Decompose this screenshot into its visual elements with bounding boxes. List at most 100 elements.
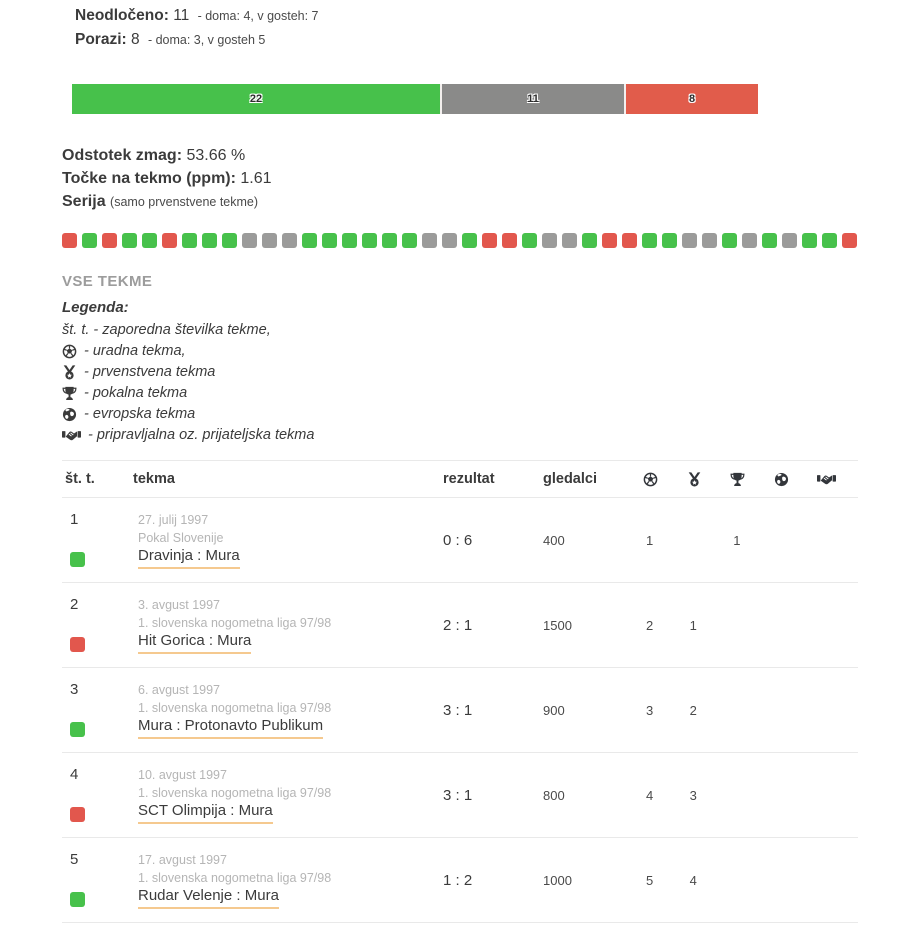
streak-square-draw xyxy=(682,233,697,248)
match-attendance: 1000 xyxy=(543,872,572,888)
legend-title: Legenda: xyxy=(62,299,129,316)
match-date: 3. avgust 1997 xyxy=(138,598,221,612)
streak-square-win xyxy=(582,233,597,248)
bar-segment-value: 11 xyxy=(527,93,539,105)
results-stacked-bar: 22 11 8 xyxy=(72,84,758,114)
losses-detail: - doma: 3, v gosteh 5 xyxy=(147,33,266,47)
count-trophy xyxy=(727,681,771,739)
match-info-cell: 3. avgust 1997 1. slovenska nogometna lig… xyxy=(130,596,440,654)
losses-summary-line: Porazi: 8 - doma: 3, v gosteh 5 xyxy=(75,28,858,52)
match-number-cell: 1 xyxy=(62,511,130,569)
match-attendance: 900 xyxy=(543,702,565,718)
match-competition: 1. slovenska nogometna liga 97/98 xyxy=(138,871,332,885)
serija-label: Serija xyxy=(62,193,106,210)
count-globe xyxy=(771,596,815,654)
match-competition: 1. slovenska nogometna liga 97/98 xyxy=(138,701,332,715)
match-info-cell: 27. julij 1997 Pokal Slovenije Dravinja : … xyxy=(130,511,440,569)
count-handshake xyxy=(814,766,858,824)
streak-square-win xyxy=(802,233,817,248)
count-trophy: 1 xyxy=(733,532,741,548)
medal-icon xyxy=(62,365,79,381)
streak-square-win xyxy=(122,233,137,248)
streak-square-win xyxy=(462,233,477,248)
legend-item-text: - pripravljalna oz. prijateljska tekma xyxy=(88,427,315,443)
count-medal xyxy=(684,511,728,569)
streak-square-draw xyxy=(282,233,297,248)
count-soccer-ball: 1 xyxy=(646,532,654,548)
match-teams-link[interactable]: Dravinja : Mura xyxy=(138,547,240,569)
results-summary: Neodločeno: 11 - doma: 4, v gosteh: 7 Po… xyxy=(75,0,858,52)
soccer-ball-icon xyxy=(62,344,79,360)
count-soccer-ball: 4 xyxy=(646,787,654,803)
stats-block: Odstotek zmag: 53.66 % Točke na tekmo (p… xyxy=(62,144,858,214)
match-number-cell: 3 xyxy=(62,681,130,739)
count-trophy xyxy=(727,766,771,824)
header-medal-column xyxy=(684,461,728,497)
draws-value: 11 xyxy=(173,7,190,24)
legend-item: - prvenstvena tekma xyxy=(62,362,858,383)
legend-item-text: - prvenstvena tekma xyxy=(84,364,216,380)
bar-segment-neodloceno: 11 xyxy=(440,84,625,114)
outcome-square-win xyxy=(70,552,85,567)
matches-table-body: 1 27. julij 1997 Pokal Slovenije Dravinja :… xyxy=(62,498,858,923)
legend-item: - evropska tekma xyxy=(62,404,858,425)
count-medal: 4 xyxy=(689,872,697,888)
count-trophy xyxy=(727,851,771,909)
count-handshake xyxy=(814,511,858,569)
match-info-cell: 17. avgust 1997 1. slovenska nogometna li… xyxy=(130,851,440,909)
count-medal: 1 xyxy=(689,617,697,633)
match-attendance: 1500 xyxy=(543,617,572,633)
handshake-icon xyxy=(62,428,83,444)
matches-table-header: št. t. tekma rezultat gledalci xyxy=(62,461,858,498)
serija-note: (samo prvenstvene tekme) xyxy=(110,195,259,209)
match-teams-link[interactable]: Mura : Protonavto Publikum xyxy=(138,717,324,739)
match-teams-link[interactable]: Hit Gorica : Mura xyxy=(138,632,252,654)
match-row: 5 17. avgust 1997 1. slovenska nogometna l… xyxy=(62,838,858,923)
trophy-icon xyxy=(62,386,79,402)
streak-square-draw xyxy=(562,233,577,248)
matches-table: št. t. tekma rezultat gledalci 1 27. juli… xyxy=(62,460,858,923)
header-result: rezultat xyxy=(443,471,495,487)
legend-item: - uradna tekma, xyxy=(62,341,858,362)
outcome-square-loss xyxy=(70,807,85,822)
draws-detail: - doma: 4, v gosteh: 7 xyxy=(197,9,319,23)
streak-square-draw xyxy=(742,233,757,248)
match-row: 2 3. avgust 1997 1. slovenska nogometna li… xyxy=(62,583,858,668)
count-medal: 3 xyxy=(689,787,697,803)
streak-square-win xyxy=(322,233,337,248)
match-number: 1 xyxy=(70,511,79,528)
match-date: 27. julij 1997 xyxy=(138,513,209,527)
match-competition: 1. slovenska nogometna liga 97/98 xyxy=(138,786,332,800)
header-globe-column xyxy=(771,461,815,497)
serija-streak-row xyxy=(62,233,858,248)
streak-square-draw xyxy=(542,233,557,248)
count-handshake xyxy=(814,596,858,654)
match-competition: Pokal Slovenije xyxy=(138,531,224,545)
match-attendance: 800 xyxy=(543,787,565,803)
all-matches-heading: VSE TEKME xyxy=(62,273,153,290)
match-row: 1 27. julij 1997 Pokal Slovenije Dravinja :… xyxy=(62,498,858,583)
legend-item-text: - uradna tekma, xyxy=(84,343,186,359)
streak-square-win xyxy=(342,233,357,248)
match-teams-link[interactable]: SCT Olimpija : Mura xyxy=(138,802,273,824)
streak-square-win xyxy=(142,233,157,248)
streak-square-draw xyxy=(422,233,437,248)
match-number: 5 xyxy=(70,851,79,868)
match-result: 0 : 6 xyxy=(443,531,473,549)
bar-segment-porazi: 8 xyxy=(624,84,758,114)
match-result: 2 : 1 xyxy=(443,616,473,634)
count-globe xyxy=(771,766,815,824)
streak-square-win xyxy=(182,233,197,248)
bar-segment-zmage: 22 xyxy=(72,84,441,114)
streak-square-draw xyxy=(442,233,457,248)
match-date: 10. avgust 1997 xyxy=(138,768,227,782)
match-row: 3 6. avgust 1997 1. slovenska nogometna li… xyxy=(62,668,858,753)
serija-line: Serija (samo prvenstvene tekme) xyxy=(62,190,858,214)
match-teams-link[interactable]: Rudar Velenje : Mura xyxy=(138,887,279,909)
outcome-square-win xyxy=(70,892,85,907)
legend-item: - pokalna tekma xyxy=(62,383,858,404)
header-soccer-ball-column xyxy=(640,461,684,497)
points-per-match-label: Točke na tekmo (ppm): xyxy=(62,170,236,187)
match-result: 3 : 1 xyxy=(443,786,473,804)
count-trophy xyxy=(727,596,771,654)
